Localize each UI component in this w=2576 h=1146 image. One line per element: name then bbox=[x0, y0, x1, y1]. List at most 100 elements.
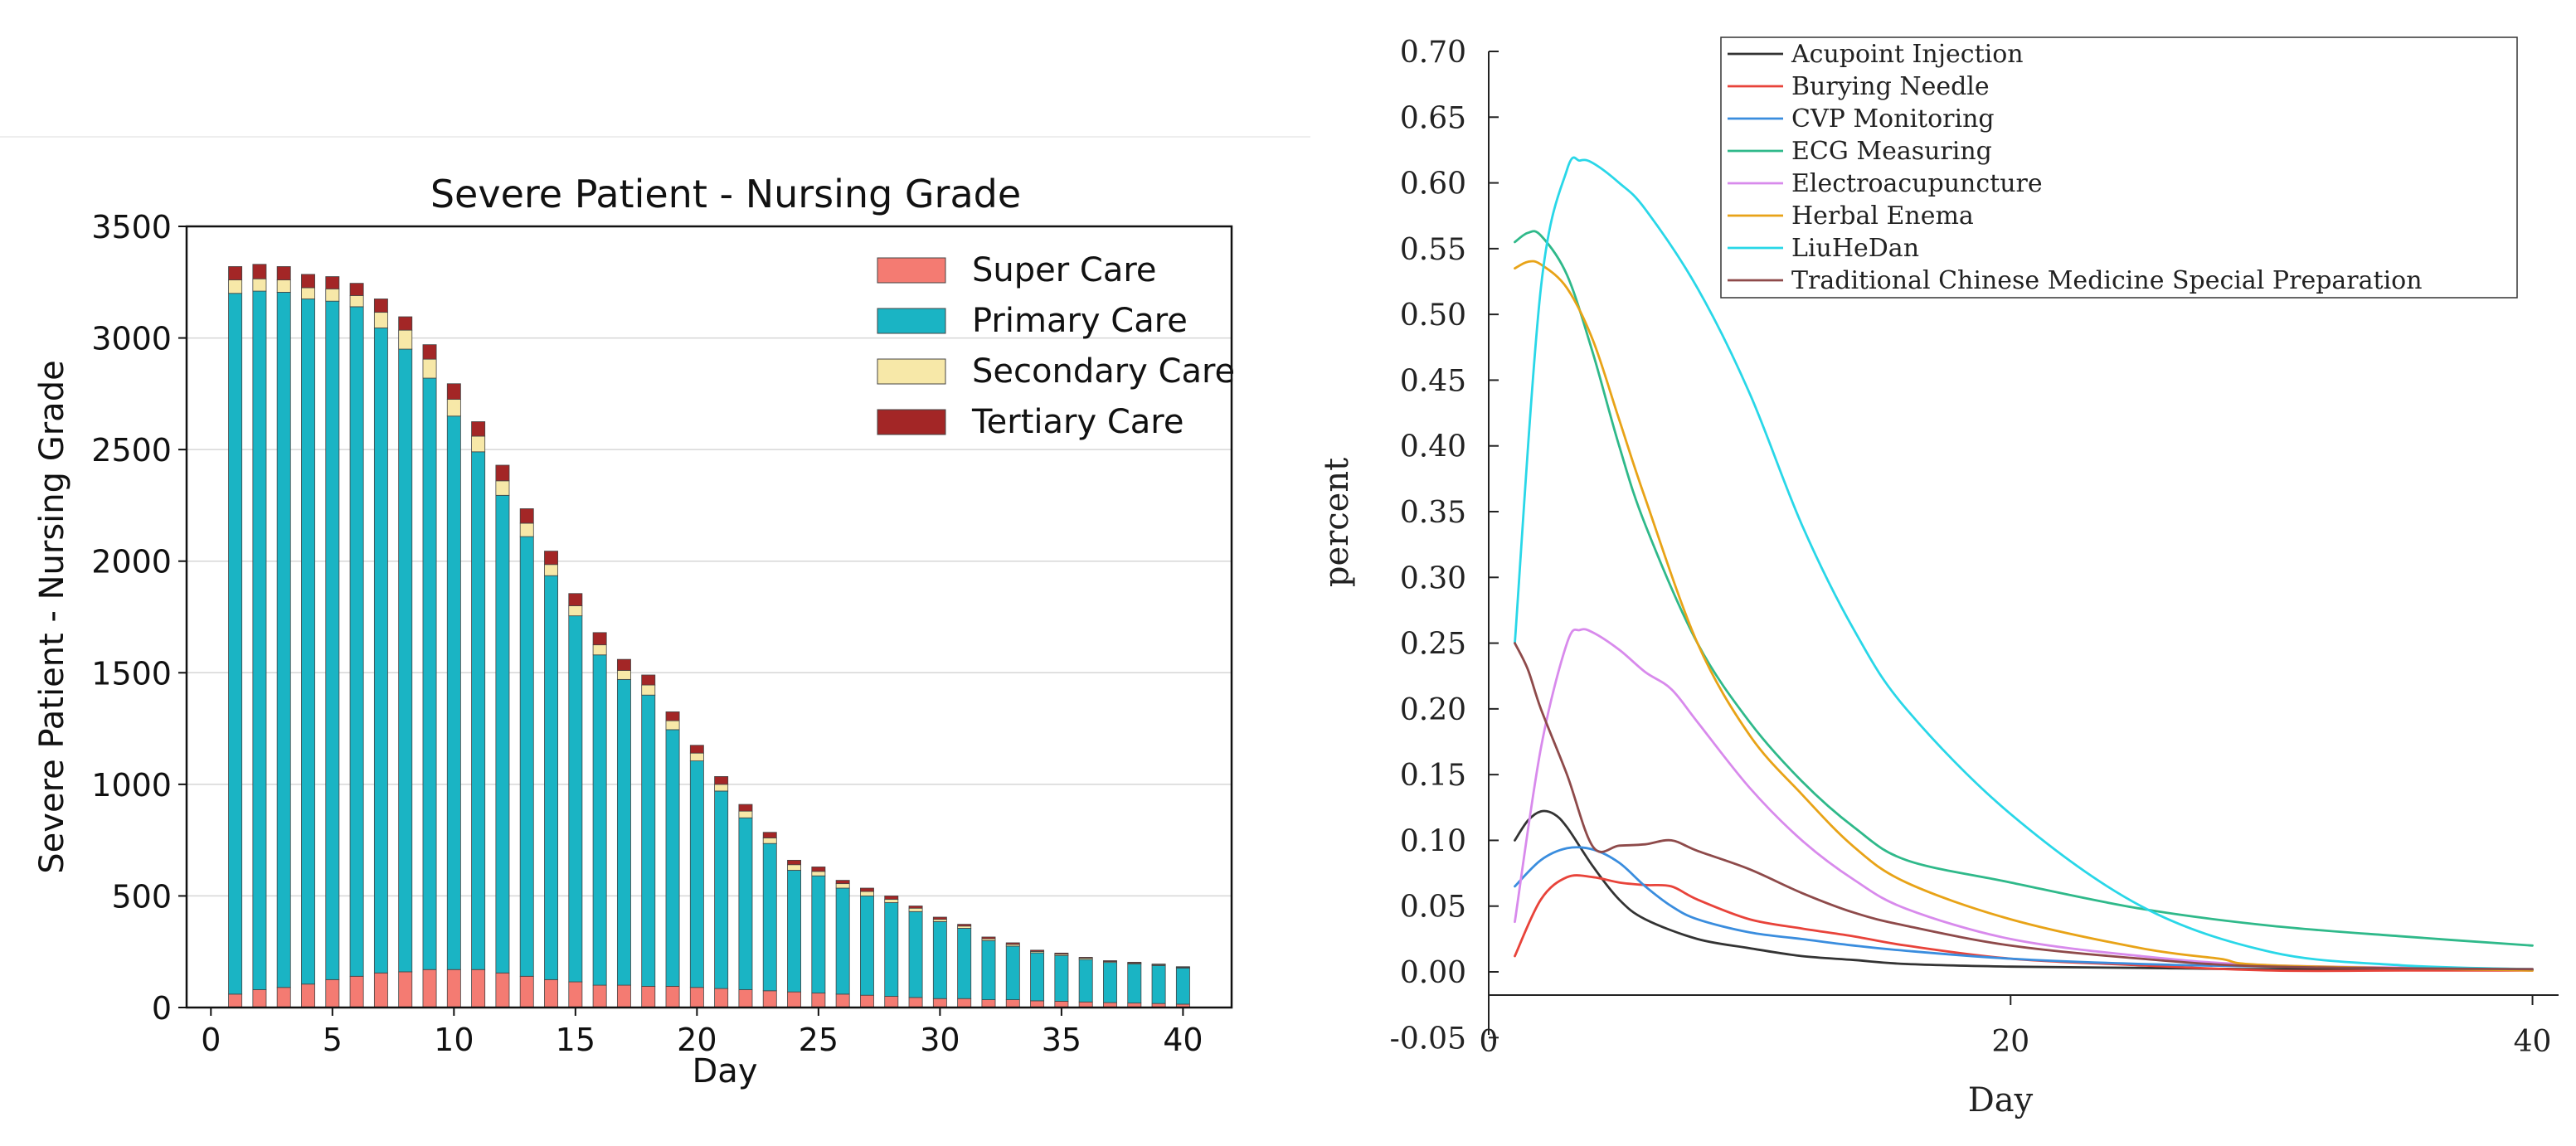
bar-segment-tertiary-care bbox=[787, 859, 802, 866]
bar-segment-primary-care bbox=[762, 843, 777, 992]
bar-segment-super-care bbox=[349, 975, 364, 1008]
y-tick-label: 0.25 bbox=[1400, 628, 1466, 662]
bar-segment-primary-care bbox=[568, 615, 583, 983]
bar-segment-tertiary-care bbox=[446, 383, 461, 400]
bar-segment-secondary-care bbox=[957, 925, 972, 929]
bar-segment-tertiary-care bbox=[641, 674, 656, 686]
bar-segment-tertiary-care bbox=[276, 266, 291, 280]
bar-segment-super-care bbox=[932, 998, 947, 1008]
bar-segment-primary-care bbox=[228, 293, 243, 995]
right-chart-legend: Acupoint Injection Burying Needle CVP Moni… bbox=[1720, 36, 2518, 299]
x-tick-label: 40 bbox=[2514, 1025, 2552, 1059]
bar-segment-secondary-care bbox=[446, 399, 461, 417]
y-tick-label: 0.40 bbox=[1400, 430, 1466, 464]
bar-segment-primary-care bbox=[860, 896, 874, 996]
y-tick-label: 0.45 bbox=[1400, 364, 1466, 398]
right-chart-x-ticks: 0 20 40 bbox=[1480, 995, 2552, 1059]
bar-segment-secondary-care bbox=[835, 883, 850, 889]
bar-segment-secondary-care bbox=[519, 522, 534, 537]
legend-label: Secondary Care bbox=[972, 352, 1235, 391]
y-tick-label: 0.35 bbox=[1400, 496, 1466, 530]
y-tick-label: 0.60 bbox=[1400, 168, 1466, 202]
bar-segment-secondary-care bbox=[738, 810, 753, 818]
series-line-traditional-chinese-medicine-special-preparation bbox=[1514, 642, 2534, 971]
bar-segment-tertiary-care bbox=[519, 508, 534, 524]
bar-segment-secondary-care bbox=[398, 329, 413, 350]
series-line-cvp-monitoring bbox=[1514, 846, 2534, 971]
bar-segment-primary-care bbox=[981, 940, 996, 1000]
right-chart-lines bbox=[1514, 156, 2534, 973]
bar-segment-super-care bbox=[252, 989, 267, 1008]
bar-segment-super-care bbox=[689, 987, 704, 1008]
bar-segment-primary-care bbox=[1005, 945, 1020, 1000]
bar-segment-super-care bbox=[981, 999, 996, 1008]
bar-segment-tertiary-care bbox=[1078, 957, 1093, 959]
x-tick-label: 20 bbox=[677, 1022, 717, 1058]
bar-segment-secondary-care bbox=[665, 720, 680, 731]
bar-segment-tertiary-care bbox=[544, 551, 558, 566]
bar-segment-secondary-care bbox=[762, 838, 777, 844]
legend-label: Burying Needle bbox=[1791, 72, 1990, 101]
bar-segment-tertiary-care bbox=[811, 867, 826, 872]
bar-segment-tertiary-care bbox=[1030, 949, 1045, 952]
bar-segment-tertiary-care bbox=[568, 593, 583, 606]
bar-segment-primary-care bbox=[787, 870, 802, 993]
bar-segment-super-care bbox=[616, 984, 631, 1008]
x-tick-label: 15 bbox=[556, 1022, 595, 1058]
bar-segment-primary-care bbox=[1078, 959, 1093, 1003]
y-tick-label: 0.05 bbox=[1400, 891, 1466, 925]
bar-segment-secondary-care bbox=[276, 279, 291, 293]
bar-segment-secondary-care bbox=[689, 752, 704, 761]
line-chart: -0.05 0.00 0.05 0.10 0.15 0.20 0.25 0.30 0.35 0.4… bbox=[1318, 36, 2559, 1119]
bar-segment-tertiary-care bbox=[373, 299, 388, 313]
bar-segment-secondary-care bbox=[349, 295, 364, 308]
series-line-ecg-measuring bbox=[1514, 230, 2534, 947]
y-tick-label: 2500 bbox=[91, 432, 172, 469]
legend-label: Acupoint Injection bbox=[1791, 40, 2024, 69]
bar-segment-primary-care bbox=[373, 328, 388, 974]
bar-segment-primary-care bbox=[1054, 954, 1069, 1002]
bar-segment-super-care bbox=[568, 981, 583, 1008]
bar-segment-super-care bbox=[373, 972, 388, 1008]
left-chart-x-label: Day bbox=[693, 1052, 758, 1090]
bar-segment-primary-care bbox=[446, 415, 461, 970]
bar-segment-secondary-care bbox=[884, 899, 899, 903]
bar-segment-secondary-care bbox=[714, 784, 729, 792]
bar-segment-primary-care bbox=[1127, 964, 1142, 1004]
bar-segment-super-care bbox=[860, 994, 874, 1008]
bar-segment-secondary-care bbox=[616, 670, 631, 680]
y-tick-label: 0.00 bbox=[1400, 956, 1466, 990]
bar-segment-secondary-care bbox=[544, 564, 558, 576]
y-tick-label: 1000 bbox=[91, 767, 172, 804]
right-chart-x-label: Day bbox=[1968, 1081, 2034, 1119]
bar-segment-secondary-care bbox=[471, 435, 486, 453]
bar-segment-super-care bbox=[738, 989, 753, 1008]
bar-segment-tertiary-care bbox=[349, 283, 364, 296]
bar-segment-primary-care bbox=[252, 290, 267, 990]
bar-segment-super-care bbox=[762, 990, 777, 1008]
legend-swatch bbox=[877, 257, 946, 284]
bar-segment-primary-care bbox=[1030, 952, 1045, 1002]
bar-segment-primary-care bbox=[689, 760, 704, 988]
bar-segment-super-care bbox=[422, 969, 437, 1008]
y-tick-label: 0.15 bbox=[1400, 759, 1466, 793]
bar-segment-primary-care bbox=[422, 377, 437, 970]
legend-swatch bbox=[877, 358, 946, 385]
bar-segment-secondary-care bbox=[228, 279, 243, 294]
bar-segment-secondary-care bbox=[811, 871, 826, 876]
bar-segment-tertiary-care bbox=[228, 266, 243, 280]
legend-label: Primary Care bbox=[972, 302, 1188, 340]
legend-label: CVP Monitoring bbox=[1791, 104, 1995, 134]
series-line-herbal-enema bbox=[1514, 260, 2534, 972]
bar-segment-primary-care bbox=[495, 494, 510, 974]
y-tick-label: 3500 bbox=[91, 209, 172, 245]
legend-swatch bbox=[877, 308, 946, 334]
bar-segment-super-care bbox=[398, 971, 413, 1008]
bar-segment-primary-care bbox=[1151, 965, 1166, 1004]
legend-label: Traditional Chinese Medicine Special Pre… bbox=[1791, 266, 2423, 295]
bar-segment-tertiary-care bbox=[835, 880, 850, 885]
y-tick-label: -0.05 bbox=[1390, 1022, 1466, 1056]
series-line-acupoint-injection bbox=[1514, 809, 2534, 971]
bar-segment-tertiary-care bbox=[689, 745, 704, 754]
